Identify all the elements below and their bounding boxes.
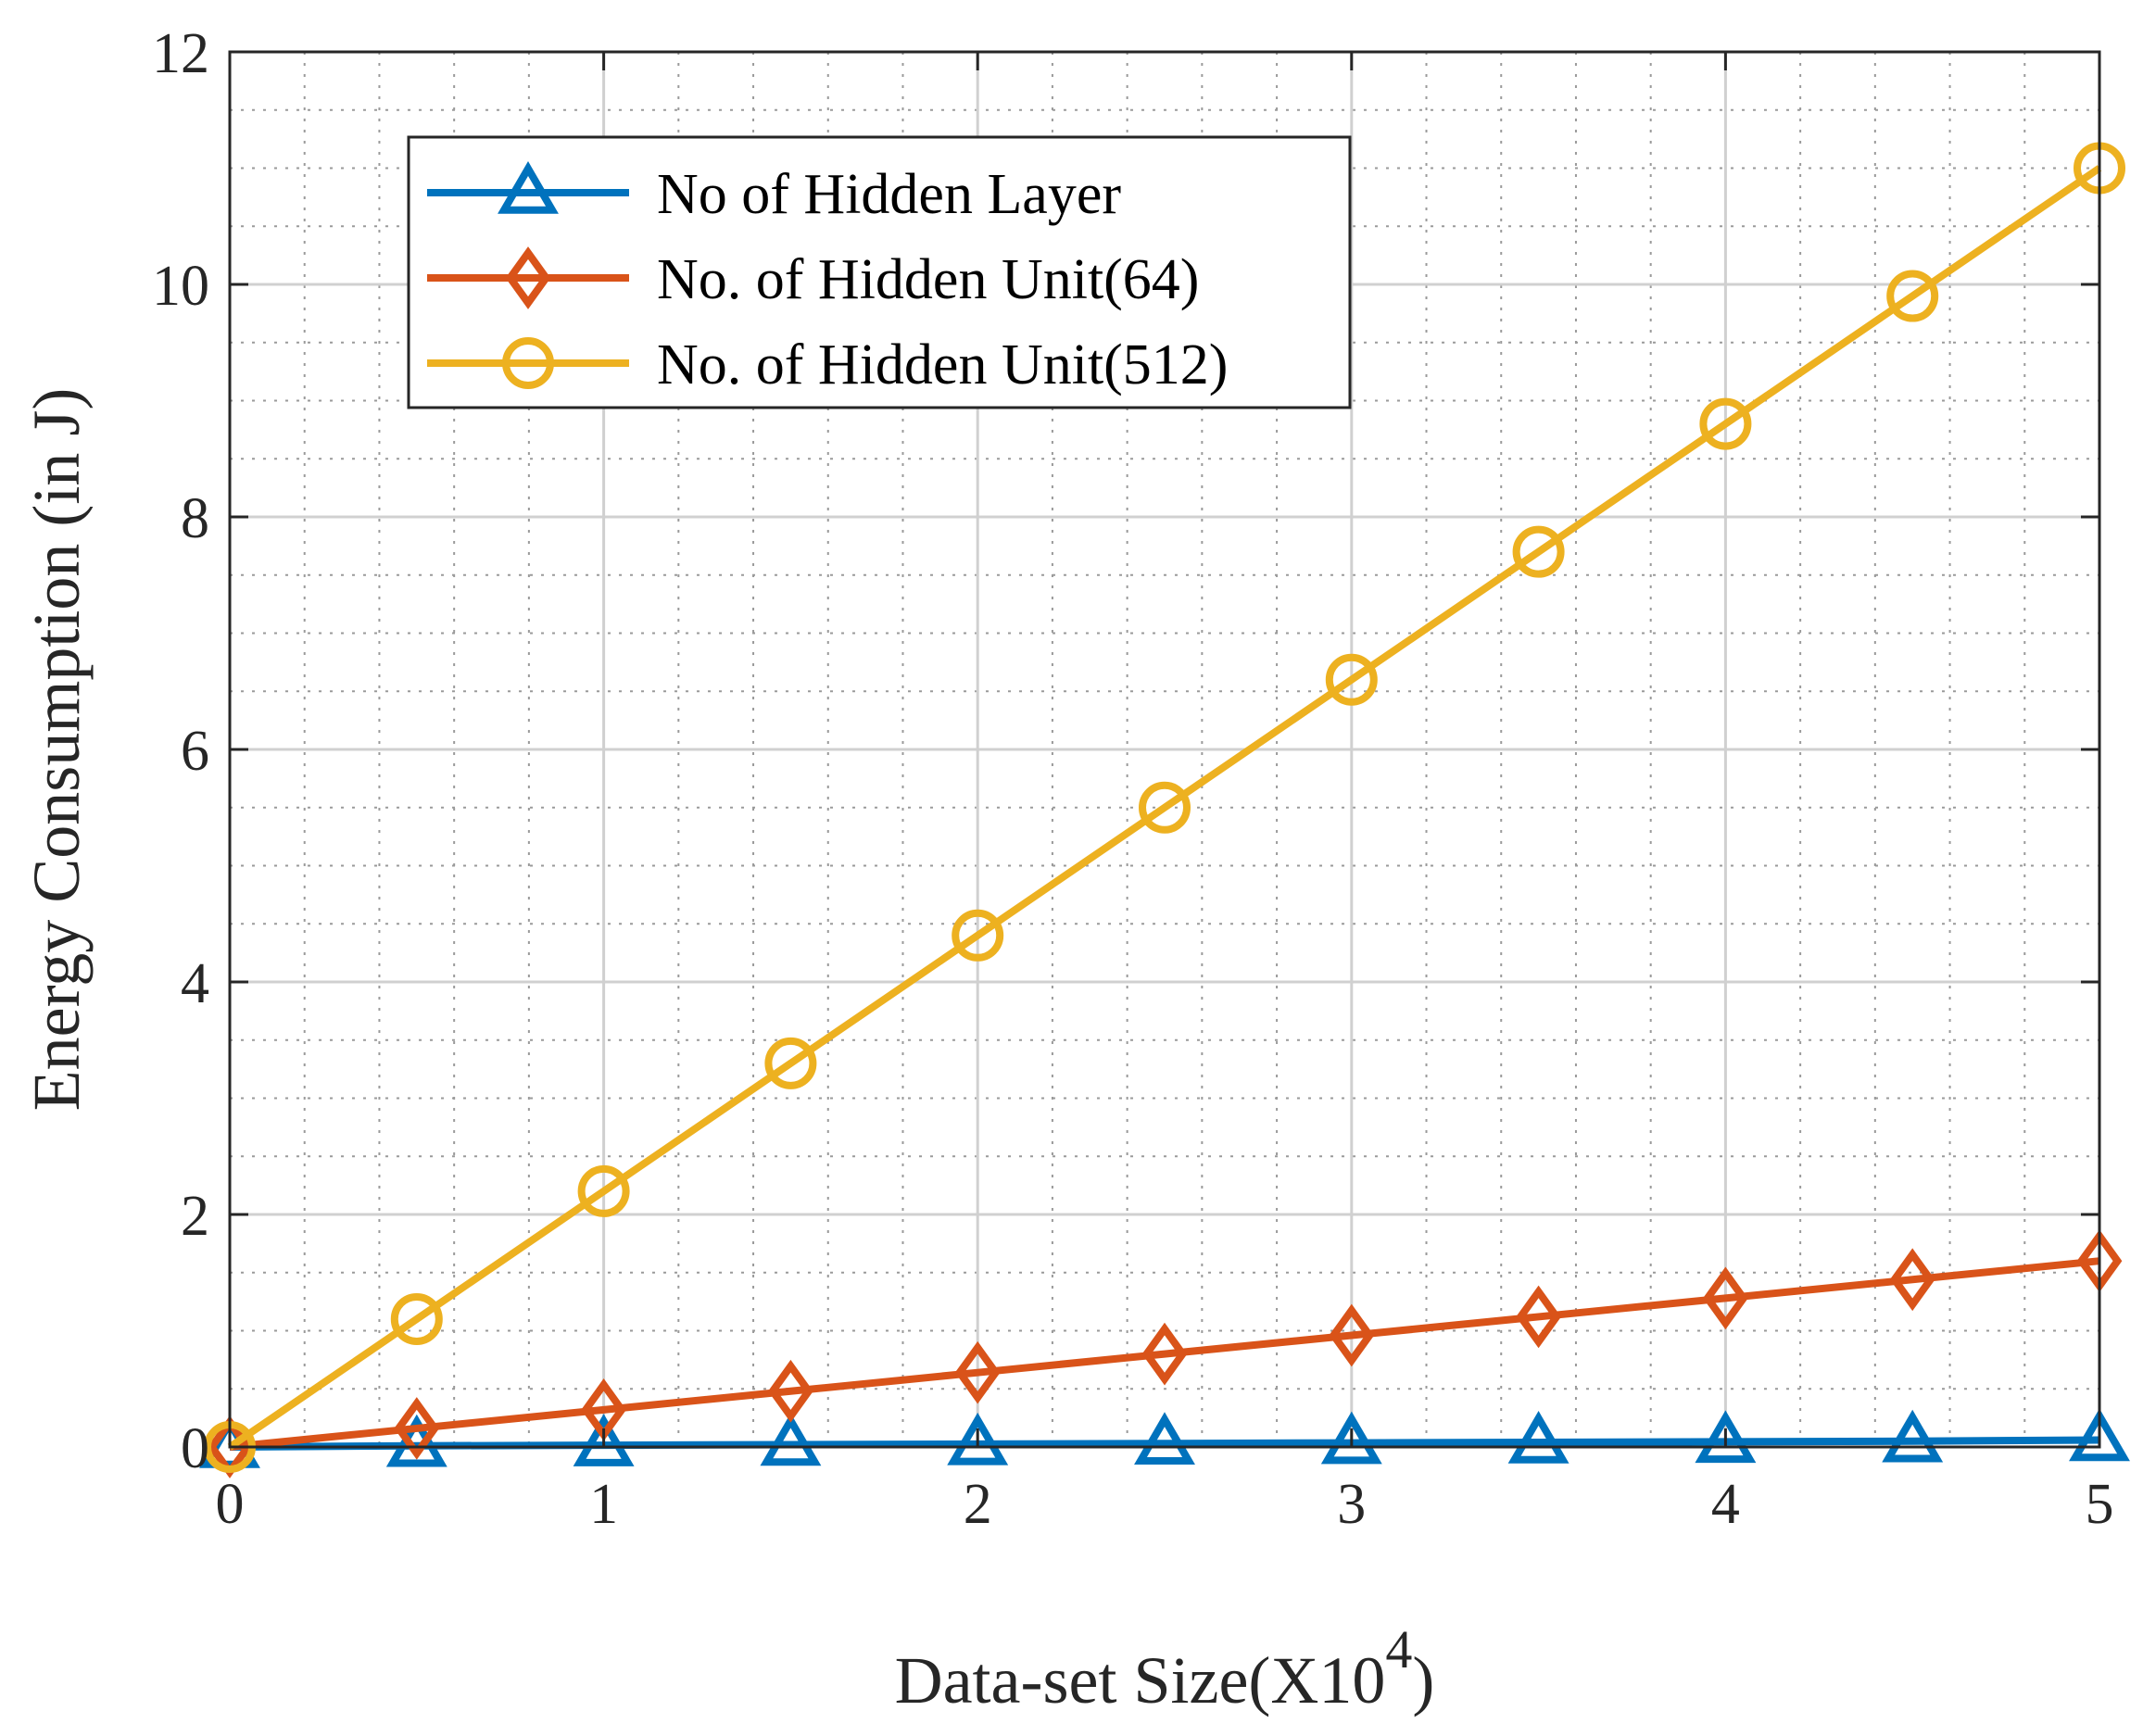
data-point-marker [952,909,1004,962]
data-point-marker [394,1397,440,1460]
data-point-marker [1516,1285,1561,1349]
legend-marker [498,161,559,214]
y-tick-labels: 0 2 4 6 8 10 12 [152,22,209,1480]
x-axis-label: Data-set Size(X104) [895,1619,1435,1717]
legend: No of Hidden Layer No. of Hidden Unit(64)… [407,135,1352,409]
y-tick-label: 6 [181,720,209,783]
x-tick-labels: 0 1 2 3 4 5 [216,1473,2114,1536]
series-line [229,1257,2100,1451]
data-point-marker [1512,525,1565,578]
data-point-marker [2069,1408,2130,1462]
data-point-marker [1886,270,1939,322]
x-tick-label: 3 [1337,1473,1366,1536]
data-point-marker [1882,1409,1944,1463]
legend-entry: No. of Hidden Unit(512) [427,333,1228,396]
y-tick-label: 8 [181,487,209,550]
series-layer [199,142,2130,1478]
data-point-marker [1141,1322,1188,1386]
data-point-marker [1320,1411,1382,1465]
data-point-marker [573,1414,635,1466]
x-tick-label: 5 [2086,1473,2114,1536]
series-1 [199,1408,2130,1468]
data-point-marker [947,1412,1009,1466]
x-tick-label: 2 [964,1473,992,1536]
data-point-marker [954,1340,1001,1404]
data-point-marker [1507,1411,1569,1464]
legend-marker [505,246,551,309]
y-tick-label: 2 [181,1185,209,1248]
x-axis-label-close: ) [1412,1643,1434,1717]
data-point-marker [1699,397,1752,450]
x-tick-label: 1 [589,1473,618,1536]
y-tick-label: 0 [181,1417,209,1480]
series-3 [204,142,2125,1473]
data-point-marker [1695,1410,1757,1464]
y-tick-label: 10 [152,255,209,318]
legend-entry: No of Hidden Layer [427,161,1121,226]
y-axis-label: Energy Consumption (in J) [19,388,94,1112]
y-tick-label: 12 [152,22,209,85]
x-axis-label-exponent: 4 [1385,1619,1412,1679]
x-tick-label: 0 [216,1473,245,1536]
data-point-marker [577,1164,630,1217]
data-point-marker [390,1292,443,1345]
data-point-marker [1329,1303,1375,1367]
legend-entry: No. of Hidden Unit(64) [427,246,1199,311]
legend-label: No. of Hidden Unit(64) [657,248,1199,311]
data-point-marker [1139,781,1191,834]
data-point-marker [768,1359,813,1423]
series-line [229,1436,2100,1451]
data-point-marker [1134,1412,1195,1465]
data-point-marker [1889,1248,1935,1312]
data-point-marker [764,1037,817,1089]
y-tick-label: 4 [181,952,209,1015]
series-line [227,165,2102,1451]
axis-ticks [228,50,2101,1449]
legend-marker [502,337,554,389]
legend-label: No. of Hidden Unit(512) [657,333,1228,396]
legend-label: No of Hidden Layer [657,163,1121,226]
data-point-marker [1325,653,1378,706]
x-tick-label: 4 [1711,1473,1740,1536]
data-point-marker [760,1413,822,1466]
data-point-marker [1703,1266,1748,1330]
